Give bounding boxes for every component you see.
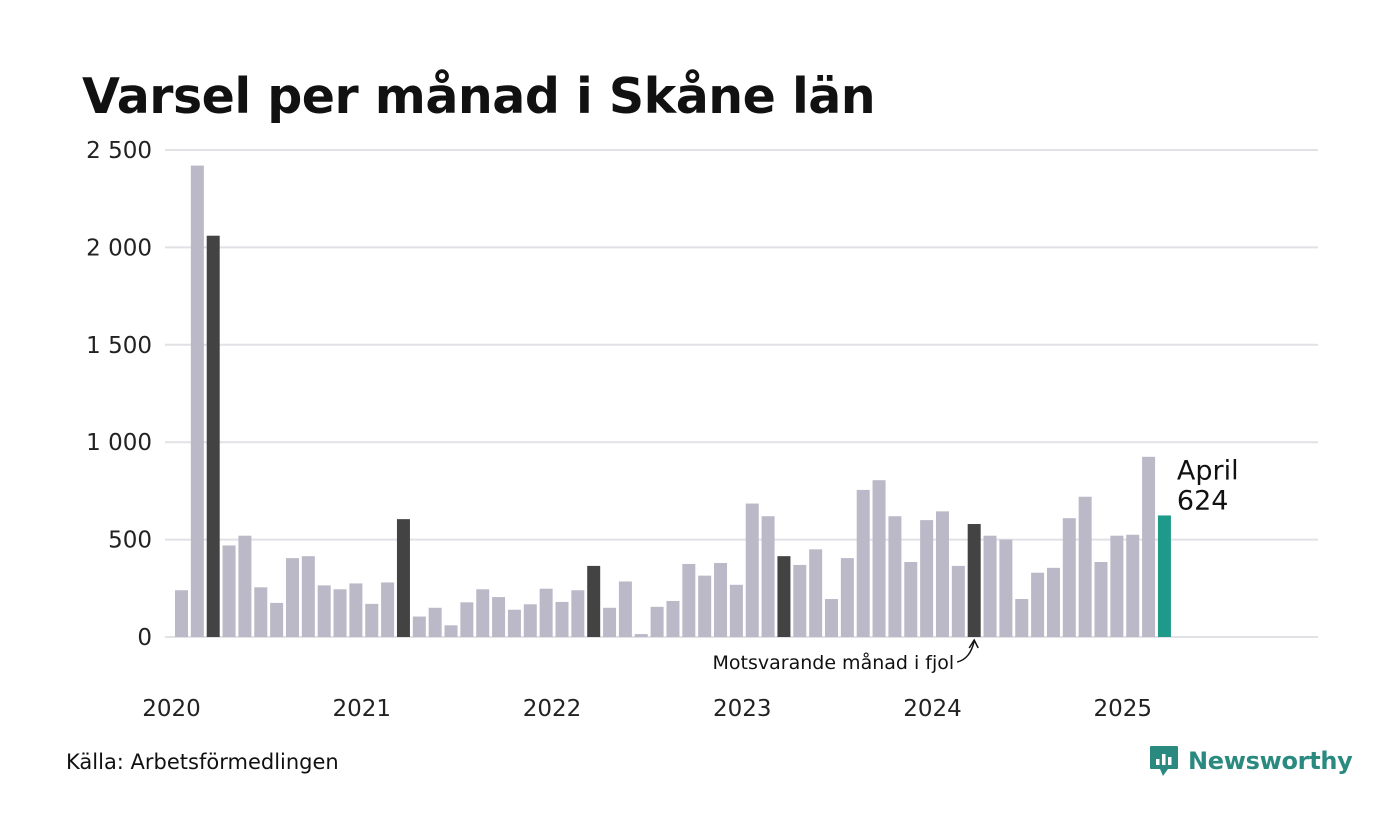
y-tick-label: 0 <box>137 625 152 651</box>
bar <box>682 563 696 637</box>
bar <box>729 584 743 637</box>
bar <box>714 562 728 637</box>
bar <box>238 535 252 637</box>
bar <box>698 575 712 637</box>
bar <box>872 480 886 637</box>
annotation-arrowhead <box>968 638 979 649</box>
bar <box>428 607 442 637</box>
newsworthy-logo-text: Newsworthy <box>1188 747 1353 775</box>
highlight-value-label: 624 <box>1177 485 1229 516</box>
bar <box>603 607 617 637</box>
bar <box>634 634 648 637</box>
annotation-arrow <box>956 640 975 663</box>
bar <box>840 558 854 637</box>
bar <box>809 549 823 637</box>
bar <box>507 609 521 637</box>
bar <box>1078 496 1092 637</box>
bar <box>412 616 426 637</box>
bar <box>856 489 870 637</box>
bar <box>1015 599 1029 637</box>
y-tick-label: 1 500 <box>86 333 152 359</box>
y-tick-label: 2 500 <box>86 138 152 164</box>
source-label: Källa: Arbetsförmedlingen <box>66 750 339 774</box>
bar <box>460 602 474 637</box>
bar <box>1110 535 1124 637</box>
bar <box>888 516 902 637</box>
bar <box>175 590 189 637</box>
x-tick-label: 2020 <box>142 696 201 722</box>
bar <box>317 585 331 637</box>
bar <box>904 562 918 637</box>
bar <box>935 511 949 637</box>
bar <box>222 545 236 637</box>
bar <box>1031 572 1045 637</box>
bar <box>666 600 680 637</box>
x-tick-label: 2024 <box>903 696 962 722</box>
y-tick-label: 500 <box>108 528 152 554</box>
x-tick-label: 2022 <box>523 696 582 722</box>
bar <box>555 601 569 637</box>
bar <box>206 235 220 637</box>
x-tick-label: 2021 <box>332 696 391 722</box>
bar <box>761 516 775 637</box>
bar <box>951 565 965 637</box>
y-tick-label: 2 000 <box>86 235 152 261</box>
bar <box>983 535 997 637</box>
bar <box>999 539 1013 637</box>
bar <box>825 599 839 637</box>
bar <box>270 602 284 637</box>
bar <box>349 583 363 637</box>
bar <box>745 503 759 637</box>
bar <box>587 565 601 637</box>
newsworthy-logo: Newsworthy <box>1148 744 1353 778</box>
bar <box>190 165 204 638</box>
bar <box>381 582 395 637</box>
bar <box>920 520 934 637</box>
bar <box>571 590 585 637</box>
bar <box>1062 518 1076 637</box>
bar <box>523 604 537 637</box>
bar <box>476 589 490 637</box>
bar <box>1094 562 1108 637</box>
bar <box>444 625 458 637</box>
bar <box>254 587 268 637</box>
bar <box>492 597 506 637</box>
bar <box>1142 456 1156 637</box>
chart-title: Varsel per månad i Skåne län <box>82 68 876 125</box>
bar <box>793 564 807 637</box>
bar <box>967 524 981 637</box>
bar <box>1046 567 1060 637</box>
newsworthy-logo-icon <box>1150 746 1178 776</box>
bar <box>1157 515 1171 637</box>
bar <box>777 556 791 637</box>
bar <box>285 558 299 637</box>
x-tick-label: 2023 <box>713 696 772 722</box>
bar <box>365 603 379 637</box>
bar <box>539 588 553 637</box>
annotation-label: Motsvarande månad i fjol <box>713 651 955 674</box>
y-tick-label: 1 000 <box>86 430 152 456</box>
bar <box>333 589 347 637</box>
x-tick-label: 2025 <box>1093 696 1152 722</box>
highlight-month-label: April <box>1177 455 1239 486</box>
bar <box>650 606 664 637</box>
bar <box>618 581 632 637</box>
bar <box>1126 534 1140 637</box>
bar <box>301 556 315 637</box>
bar <box>396 519 410 637</box>
